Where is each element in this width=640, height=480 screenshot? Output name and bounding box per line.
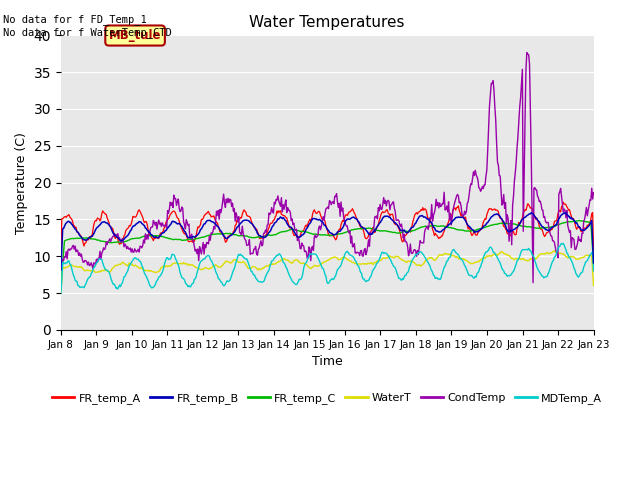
Text: MB_tule: MB_tule bbox=[109, 29, 161, 42]
Legend: FR_temp_A, FR_temp_B, FR_temp_C, WaterT, CondTemp, MDTemp_A: FR_temp_A, FR_temp_B, FR_temp_C, WaterT,… bbox=[48, 388, 607, 408]
Text: No data for f FD_Temp_1
No data for f WaterTemp_CTD: No data for f FD_Temp_1 No data for f Wa… bbox=[3, 14, 172, 38]
Y-axis label: Temperature (C): Temperature (C) bbox=[15, 132, 28, 234]
X-axis label: Time: Time bbox=[312, 355, 342, 368]
Title: Water Temperatures: Water Temperatures bbox=[250, 15, 405, 30]
